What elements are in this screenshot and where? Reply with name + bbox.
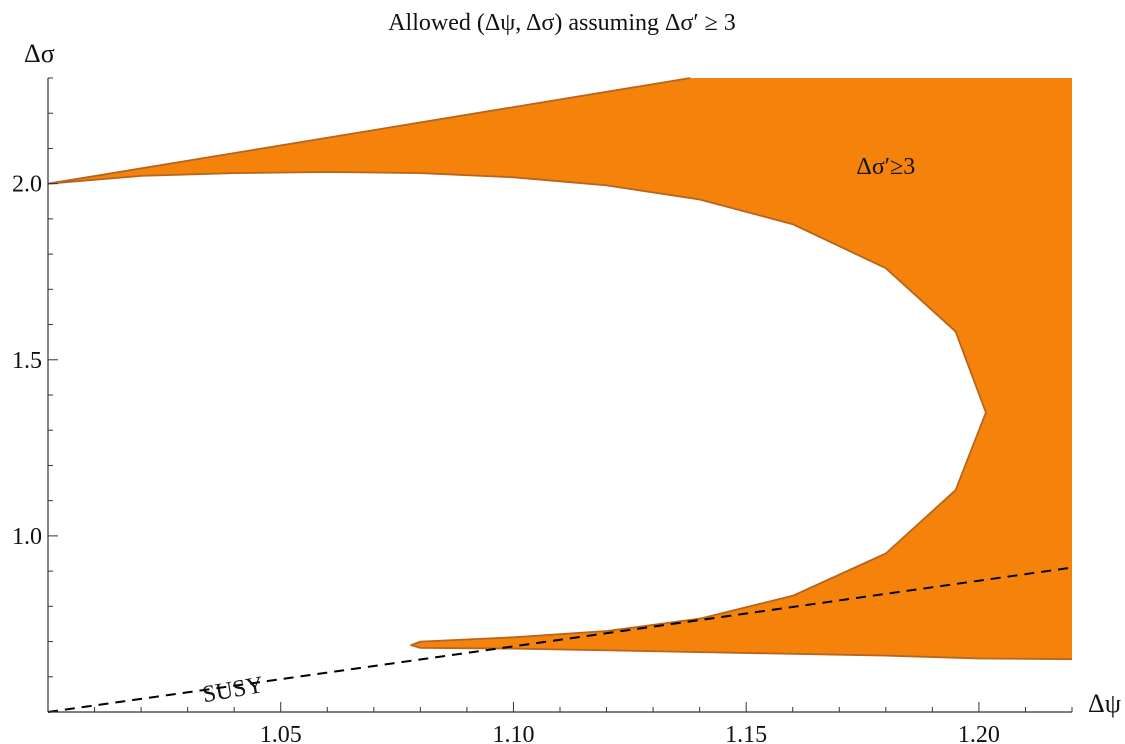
x-axis-label: Δψ (1088, 689, 1121, 718)
region-upper-boundary (47, 77, 691, 185)
x-tick-label: 1.20 (958, 722, 1000, 744)
chart-title: Allowed (Δψ, Δσ) assuming Δσ′ ≥ 3 (388, 10, 736, 36)
region-label: Δσ′≥3 (856, 154, 915, 180)
y-tick-label: 1.5 (12, 348, 42, 374)
x-ticks: 1.05 1.10 1.15 1.20 (94, 702, 1073, 744)
allowed-region (48, 78, 1072, 660)
x-tick-label: 1.10 (492, 722, 534, 744)
susy-line (47, 566, 1073, 713)
y-axis-label: Δσ (24, 39, 55, 68)
y-tick-label: 1.0 (12, 524, 42, 550)
y-tick-label: 2.0 (12, 172, 42, 198)
x-tick-label: 1.05 (260, 722, 302, 744)
x-tick-label: 1.15 (725, 722, 767, 744)
susy-label: SUSY (200, 672, 265, 708)
y-ticks: 1.0 1.5 2.0 (12, 77, 58, 678)
plot-area (47, 77, 1073, 713)
region-inner-boundary (47, 171, 1073, 661)
